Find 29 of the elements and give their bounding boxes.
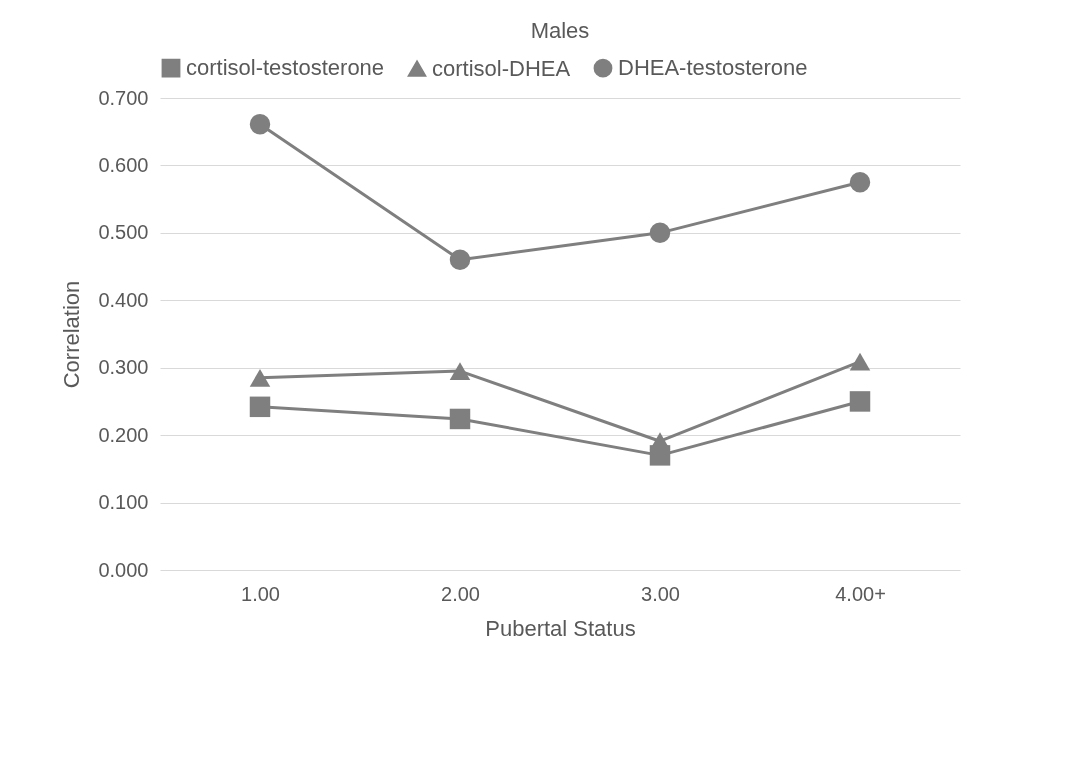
x-tick-label: 2.00 [441, 582, 480, 605]
point [449, 362, 471, 380]
y-tick-label: 0.700 [98, 86, 149, 109]
legend-label: cortisol-DHEA [432, 55, 571, 81]
legend-label: cortisol-testosterone [186, 55, 385, 81]
point [849, 352, 871, 371]
x-tick-label: 1.00 [241, 582, 280, 605]
y-tick-label: 0.200 [98, 423, 149, 446]
point [849, 391, 871, 412]
point [449, 408, 471, 430]
point [449, 249, 471, 271]
y-tick-label: 0.400 [98, 288, 149, 311]
y-tick-label: 0.600 [98, 153, 149, 176]
point [249, 396, 271, 418]
x-axis-title: Pubertal Status [485, 615, 636, 641]
point [849, 172, 871, 193]
y-tick-label: 0.300 [98, 356, 149, 379]
point [649, 222, 671, 244]
y-tick-label: 0.100 [98, 491, 149, 514]
point [249, 114, 271, 135]
y-tick-label: 0.500 [98, 221, 149, 244]
chart-title: Males [530, 18, 590, 43]
point [649, 432, 671, 451]
x-tick-label: 4.00+ [835, 582, 886, 605]
y-tick-label: 0.000 [98, 558, 149, 581]
y-axis-title: Correlation [59, 280, 85, 389]
legend-label: DHEA-testosterone [618, 55, 808, 81]
x-tick-label: 3.00 [641, 582, 680, 605]
point [249, 368, 271, 387]
